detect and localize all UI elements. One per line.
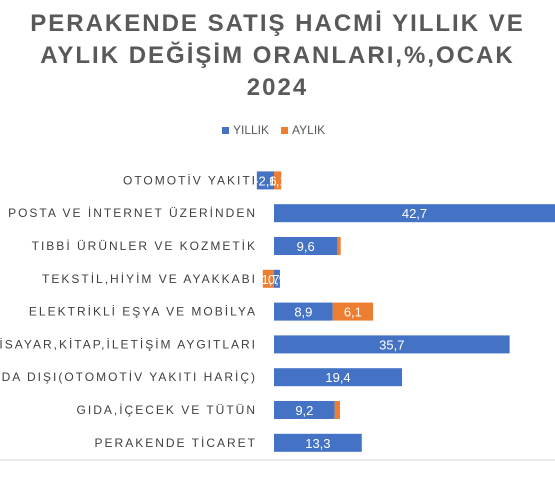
bar-yillik-4 — [274, 302, 333, 321]
category-label-7: GIDA,İÇECEK VE TÜTÜN — [77, 403, 257, 417]
legend-item-aylik: AYLIK — [281, 123, 325, 137]
category-label-3: TEKSTİL,HİYİM VE AYAKKABI — [42, 272, 257, 286]
bar-yillik-3 — [274, 269, 280, 288]
legend-swatch-yillik — [222, 126, 229, 134]
data-label-aylik-3: -1,7 — [257, 272, 279, 287]
data-label-yillik-3: 0,9 — [268, 272, 286, 287]
legend: YILLIK AYLIK — [222, 123, 325, 137]
bar-yillik-5 — [274, 335, 510, 354]
bar-aylik-2 — [337, 237, 341, 255]
data-label-yillik-4: 8,9 — [294, 305, 312, 320]
data-label-yillik-0: -2,6 — [254, 173, 276, 188]
bar-aylik-7 — [334, 401, 340, 419]
bar-yillik-7 — [274, 401, 335, 419]
bar-yillik-2 — [274, 237, 338, 255]
bar-yillik-8 — [274, 433, 362, 452]
bar-aylik-4 — [332, 302, 373, 321]
chart-title: PERAKENDE SATIŞ HACMİ YILLIK VE AYLIK DE… — [0, 8, 555, 104]
legend-label-yillik: YILLIK — [233, 123, 270, 137]
bar-aylik-3 — [262, 269, 274, 288]
category-label-1: POSTA VE İNTERNET ÜZERİNDEN — [8, 206, 257, 220]
category-label-5: BİLGİSAYAR,KİTAP,İLETİŞİM AYGITLARI — [0, 337, 257, 351]
data-label-yillik-7: 9,2 — [295, 403, 313, 418]
data-label-yillik-8: 13,3 — [305, 436, 330, 451]
legend-swatch-aylik — [281, 126, 289, 134]
legend-item-yillik: YILLIK — [222, 123, 269, 137]
bar-aylik-0 — [274, 171, 282, 190]
category-label-0: OTOMOTİV YAKITI — [123, 173, 257, 187]
chart-title-line-2: AYLIK DEĞİŞİM ORANLARI,%,OCAK — [40, 42, 515, 69]
data-label-yillik-5: 35,7 — [379, 337, 404, 352]
chart-title-line-3: 2024 — [246, 74, 309, 101]
category-label-6: GIDA DIŞI(OTOMOTİV YAKITI HARİÇ) — [0, 370, 257, 384]
category-label-4: ELEKTRİKLİ EŞYA VE MOBİLYA — [29, 305, 257, 319]
data-label-yillik-1: 42,7 — [402, 206, 427, 221]
data-label-aylik-4: 6,1 — [344, 305, 362, 320]
chart-title-line-1: PERAKENDE SATIŞ HACMİ YILLIK VE — [30, 10, 525, 37]
bar-yillik-1 — [274, 204, 555, 223]
bar-yillik-0 — [256, 171, 274, 190]
data-label-yillik-6: 19,4 — [325, 370, 350, 385]
bar-yillik-6 — [274, 368, 403, 387]
category-label-2: TIBBİ ÜRÜNLER VE KOZMETİK — [32, 239, 257, 253]
category-label-8: PERAKENDE TİCARET — [95, 436, 257, 450]
legend-label-aylik: AYLIK — [292, 123, 326, 137]
data-label-yillik-2: 9,6 — [297, 239, 315, 254]
data-label-aylik-0: 1,1 — [269, 173, 287, 188]
